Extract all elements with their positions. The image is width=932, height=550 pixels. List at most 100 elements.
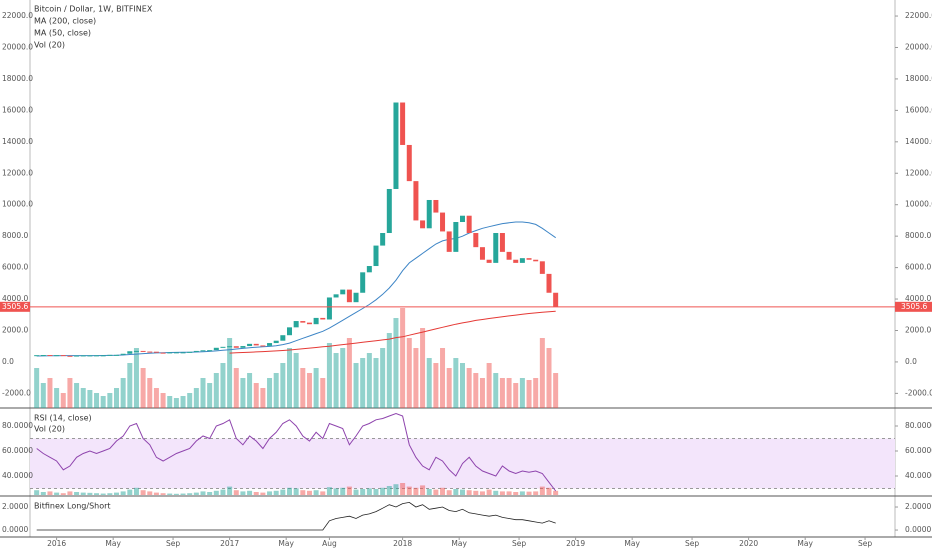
candle [499,233,505,252]
y-tick-label: 18000.0 [905,74,932,83]
volume-bar [200,378,206,408]
candle [506,251,512,260]
volume-bar [153,388,159,408]
candle [173,352,179,354]
last-price-box [895,301,932,312]
rsi-volume-bar [187,493,193,495]
candle [200,350,206,352]
rsi-volume-bar [34,490,40,495]
y-tick-label: 2000.0 [2,325,28,334]
y-tick-label: 0.0 [2,357,14,366]
candle [213,347,219,351]
volume-bar [460,363,465,408]
volume-bar [466,368,472,408]
volume-bar [133,348,139,408]
rsi-volume-bar [493,490,499,495]
volume-bar [479,378,485,408]
rsi-volume-bar [173,493,179,495]
moving-average [229,310,556,354]
rsi-volume-bar [54,492,60,495]
y-tick-label: -2000.0 [2,388,31,397]
candle [94,355,100,357]
candle [460,215,465,223]
candle [47,355,53,357]
volume-bar [34,368,40,408]
volume-bar [519,378,525,408]
volume-bar [80,388,86,408]
candle [433,199,439,213]
candle [260,345,266,347]
rsi-volume-bar [526,491,532,495]
candle [346,289,352,303]
candle [526,258,532,260]
candle [87,355,93,357]
volume-bar [313,368,319,408]
candle [326,297,332,320]
rsi-volume-bar [320,491,326,495]
rsi-volume-bar [273,490,279,495]
volume-bar [499,378,505,408]
candle [207,350,213,352]
volume-bar [486,363,492,408]
candle [60,355,66,357]
rsi-volume-bar [306,490,312,495]
candle [446,231,452,252]
volume-bar [220,363,226,408]
y-tick-label: 80.0000 [905,421,932,430]
rsi-volume-bar [74,492,80,495]
candle [273,340,279,344]
rsi-volume-bar [353,489,359,495]
candle [193,350,199,352]
candle [233,346,239,348]
volume-bar [526,380,532,408]
volume-bar [160,393,166,408]
rsi-volume-bar [326,487,332,495]
y-tick-label: 60.0000 [905,446,932,455]
volume-bar [380,348,386,408]
candle [553,292,559,307]
y-tick-label: 18000.0 [2,74,33,83]
volume-bar [207,383,213,408]
volume-bar [213,373,219,408]
candle [74,355,80,357]
candle [253,343,259,346]
candle [267,343,273,346]
volume-bar [94,393,100,408]
pane-title: RSI (14, close) [34,414,92,423]
volume-bar [227,338,233,408]
volume-bar [187,393,193,408]
candle [240,346,246,348]
volume-bar [513,383,519,408]
volume-bar [346,338,352,408]
volume-bar [240,378,246,408]
candle [140,350,146,352]
candle [153,351,159,353]
y-tick-label: 60.0000 [2,446,33,455]
candle [127,351,133,354]
volume-bar [287,348,292,408]
candle [373,245,379,267]
candle [80,355,86,357]
candle [466,215,472,234]
candle [366,266,372,273]
candle [107,354,113,356]
rsi-volume-bar [200,491,206,495]
candle [320,317,326,320]
x-tick-label: 2016 [47,539,66,548]
volume-bar [413,348,419,408]
y-tick-label: 16000.0 [2,105,33,114]
candle [280,335,286,341]
rsi-volume-bar [60,493,66,495]
rsi-volume-bar [466,490,472,495]
rsi-volume-bar [160,493,166,495]
volume-bar [47,378,53,408]
volume-bar [267,378,273,408]
y-tick-label: 22000.0 [2,11,33,20]
y-tick-label: 0.0 [905,357,917,366]
volume-bar [260,388,266,408]
x-tick-label: May [797,539,813,548]
chart-title: Bitcoin / Dollar, 1W, BITFINEX [34,5,153,14]
y-tick-label: 22000.0 [905,11,932,20]
rsi-volume-bar [433,489,439,495]
volume-bar [253,383,259,408]
